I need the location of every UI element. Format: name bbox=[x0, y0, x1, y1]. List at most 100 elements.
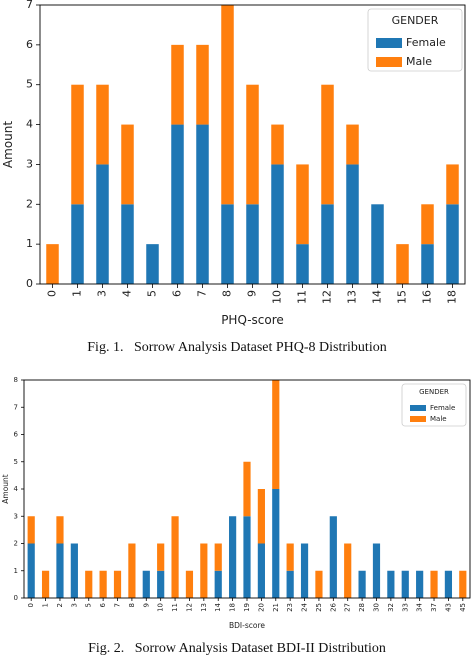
bar-male-1 bbox=[71, 84, 84, 205]
x-tick-label: 13 bbox=[200, 603, 208, 612]
bar-male-12 bbox=[185, 570, 194, 598]
bar-male-3 bbox=[96, 84, 109, 165]
y-axis-label: Amount bbox=[1, 474, 10, 504]
x-tick-label: 8 bbox=[221, 290, 234, 297]
x-tick-label: 18 bbox=[446, 290, 459, 304]
bar-male-14 bbox=[214, 543, 222, 571]
x-tick-label: 0 bbox=[46, 290, 59, 297]
bar-female-3 bbox=[96, 164, 109, 284]
x-tick-label: 30 bbox=[372, 603, 380, 612]
bar-female-18 bbox=[446, 204, 459, 284]
bar-male-10 bbox=[271, 124, 284, 165]
bar-female-3 bbox=[70, 543, 78, 598]
bar-male-9 bbox=[246, 84, 259, 205]
bar-male-0 bbox=[46, 244, 59, 284]
x-tick-label: 43 bbox=[444, 603, 452, 612]
bar-female-26 bbox=[329, 516, 337, 598]
x-tick-label: 4 bbox=[121, 290, 134, 297]
y-tick-label: 4 bbox=[14, 485, 19, 493]
x-tick-label: 11 bbox=[171, 603, 179, 612]
x-tick-label: 7 bbox=[114, 603, 122, 607]
x-tick-label: 18 bbox=[229, 603, 237, 612]
x-tick-label: 5 bbox=[85, 603, 93, 607]
x-tick-label: 8 bbox=[128, 603, 136, 607]
y-tick-label: 6 bbox=[26, 38, 33, 51]
bar-female-10 bbox=[157, 570, 165, 598]
bdi2-chart: 0 1 2 3 5 6 7 8 9 10 11 12 13 14 18 19 20 21 23 24 25 26 27 28 3… bbox=[1, 376, 471, 630]
legend-swatch-male bbox=[410, 416, 426, 422]
bar-male-18 bbox=[446, 164, 459, 205]
bar-male-7 bbox=[196, 44, 209, 125]
legend-box bbox=[401, 383, 467, 427]
bar-female-9 bbox=[246, 204, 259, 284]
bar-female-7 bbox=[196, 124, 209, 284]
x-tick-label: 37 bbox=[430, 603, 438, 612]
x-tick-label: 26 bbox=[329, 602, 337, 611]
bar-male-11 bbox=[171, 516, 179, 598]
y-tick-label: 3 bbox=[26, 157, 33, 170]
bar-male-8 bbox=[221, 5, 234, 205]
plot-frame bbox=[39, 4, 466, 285]
x-axis-label: PHQ-score bbox=[221, 313, 284, 327]
bar-female-34 bbox=[416, 570, 424, 598]
bar-male-0 bbox=[27, 516, 35, 544]
legend-title: GENDER bbox=[419, 388, 449, 396]
bar-female-8 bbox=[221, 204, 234, 284]
x-tick-label: 5 bbox=[146, 290, 159, 297]
bar-female-30 bbox=[372, 543, 381, 598]
y-tick-label: 1 bbox=[26, 237, 33, 250]
x-tick-label: 28 bbox=[358, 603, 366, 612]
x-axis-label: BDI-score bbox=[229, 621, 265, 630]
y-tick-label: 0 bbox=[26, 277, 33, 290]
bar-female-6 bbox=[171, 124, 184, 284]
bar-female-28 bbox=[358, 570, 366, 598]
x-tick-label: 16 bbox=[421, 290, 434, 304]
bar-female-14 bbox=[214, 570, 222, 598]
bar-female-16 bbox=[421, 244, 434, 284]
bar-female-4 bbox=[121, 204, 134, 284]
x-tick-label: 19 bbox=[243, 603, 251, 612]
legend-label-female: Female bbox=[406, 36, 446, 49]
bar-male-20 bbox=[257, 489, 265, 544]
bar-male-13 bbox=[346, 124, 359, 165]
bar-female-11 bbox=[296, 244, 309, 284]
bar-male-16 bbox=[421, 204, 434, 245]
bar-male-10 bbox=[157, 543, 165, 571]
legend-title: GENDER bbox=[392, 14, 439, 27]
bar-male-15 bbox=[396, 244, 409, 284]
legend-label-male: Male bbox=[430, 415, 447, 423]
bar-male-2 bbox=[56, 516, 64, 544]
x-tick-label: 12 bbox=[185, 603, 193, 612]
x-tick-label: 10 bbox=[157, 603, 165, 612]
bar-male-13 bbox=[200, 543, 208, 598]
y-tick-label: 7 bbox=[26, 0, 33, 11]
bar-male-27 bbox=[344, 543, 352, 598]
x-tick-label: 2 bbox=[56, 603, 64, 607]
x-tick-label: 9 bbox=[246, 290, 259, 297]
bar-male-19 bbox=[243, 461, 251, 517]
bar-male-7 bbox=[113, 570, 122, 598]
bar-female-32 bbox=[387, 570, 395, 598]
x-tick-label: 0 bbox=[27, 603, 35, 607]
bar-female-19 bbox=[243, 516, 251, 598]
x-tick-label: 23 bbox=[286, 603, 294, 612]
x-tick-label: 14 bbox=[371, 290, 384, 304]
bar-male-12 bbox=[321, 84, 334, 205]
bar-male-8 bbox=[128, 543, 136, 598]
legend-box bbox=[367, 8, 463, 72]
bar-female-18 bbox=[229, 516, 237, 598]
y-tick-label: 2 bbox=[14, 540, 18, 548]
x-tick-label: 11 bbox=[296, 290, 309, 304]
x-tick-label: 13 bbox=[346, 290, 359, 304]
y-tick-label: 4 bbox=[26, 118, 33, 131]
bar-female-33 bbox=[401, 570, 409, 598]
bar-female-10 bbox=[271, 164, 284, 284]
bar-female-12 bbox=[321, 204, 334, 284]
y-tick-label: 5 bbox=[26, 78, 33, 91]
bar-female-9 bbox=[142, 570, 150, 598]
x-tick-label: 3 bbox=[96, 290, 109, 297]
x-tick-label: 1 bbox=[71, 290, 84, 297]
x-tick-label: 45 bbox=[459, 603, 467, 612]
x-tick-label: 1 bbox=[42, 603, 50, 607]
y-tick-label: 6 bbox=[14, 431, 19, 439]
